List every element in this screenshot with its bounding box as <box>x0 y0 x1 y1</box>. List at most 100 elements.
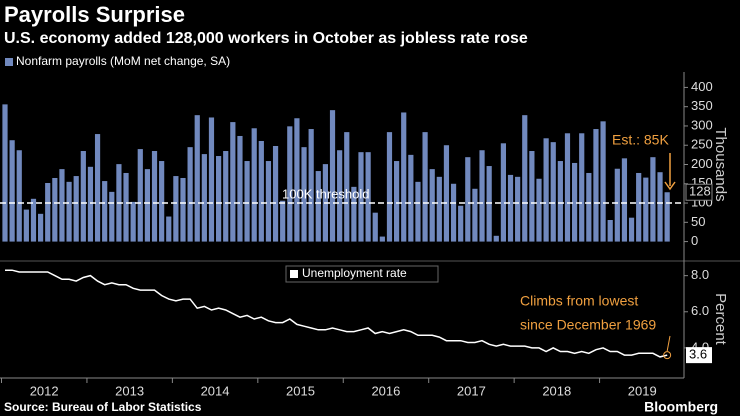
bar <box>30 198 37 242</box>
value-label: 128 <box>689 184 711 199</box>
annotation: since December 1969 <box>520 317 656 333</box>
x-tick-label: 2015 <box>286 383 315 398</box>
chart-subtitle: U.S. economy added 128,000 workers in Oc… <box>4 30 528 47</box>
bar <box>614 168 620 242</box>
bar <box>372 212 378 242</box>
y-axis-label: Thousands <box>712 127 729 201</box>
bar <box>137 149 143 242</box>
x-tick-label: 2013 <box>115 383 144 398</box>
legend-box <box>285 265 439 283</box>
bar <box>102 181 108 242</box>
bar <box>52 177 58 242</box>
threshold-label: 100K threshold <box>282 186 369 201</box>
bar <box>130 201 136 242</box>
bar <box>386 132 393 242</box>
bar <box>194 115 200 242</box>
bar <box>379 236 385 242</box>
bar <box>621 158 628 242</box>
bar <box>187 147 193 242</box>
value-label-box <box>686 347 712 364</box>
bar <box>550 142 556 242</box>
y-tick-label: 350 <box>691 98 713 113</box>
bar <box>258 140 264 242</box>
x-tick-label: 2018 <box>542 383 571 398</box>
bar <box>401 112 407 242</box>
bar <box>251 128 257 242</box>
bar <box>280 200 286 242</box>
bar <box>515 176 521 242</box>
bar <box>159 161 165 242</box>
bar <box>657 172 663 242</box>
annotation-marker <box>663 351 672 360</box>
bar <box>572 162 578 242</box>
x-tick-label: 2014 <box>201 383 230 398</box>
brand: Bloomberg <box>644 399 718 415</box>
bar <box>564 133 571 242</box>
bar <box>73 176 79 242</box>
legend-swatch <box>290 270 298 278</box>
bar <box>500 143 506 242</box>
bar <box>151 151 158 242</box>
bar <box>365 152 371 242</box>
y-tick-label: 400 <box>691 79 713 94</box>
bar <box>543 138 549 242</box>
bar <box>351 186 357 242</box>
bar <box>308 129 314 242</box>
bar <box>94 134 101 242</box>
bar <box>66 181 72 242</box>
y-tick-label: 300 <box>691 117 713 132</box>
bar <box>443 145 450 242</box>
bar <box>486 166 492 242</box>
value-label: 3.6 <box>689 347 707 362</box>
bar <box>315 171 321 242</box>
bar <box>144 169 150 242</box>
source: Source: Bureau of Labor Statistics <box>4 400 202 414</box>
chart-title: Payrolls Surprise <box>4 2 185 27</box>
bar <box>436 176 442 242</box>
bar <box>230 122 236 242</box>
bar <box>173 176 179 242</box>
annotation: Est.: 85K <box>612 132 669 148</box>
bar <box>329 110 336 242</box>
y-tick-label: 250 <box>691 137 713 152</box>
bar <box>201 154 207 242</box>
bar <box>522 115 528 242</box>
bar <box>422 132 428 242</box>
y-axis-label: Percent <box>712 293 729 346</box>
value-label-box <box>685 183 713 201</box>
line <box>5 269 668 358</box>
legend-label: Nonfarm payrolls (MoM net change, SA) <box>16 54 230 68</box>
y-tick-label: 50 <box>691 214 705 229</box>
bar <box>109 191 115 242</box>
bar <box>358 152 364 242</box>
bar <box>650 157 656 242</box>
bar <box>223 151 229 242</box>
bar <box>38 213 44 242</box>
bar <box>607 220 613 242</box>
x-tick-label: 2012 <box>30 383 59 398</box>
bar <box>493 235 499 242</box>
x-tick-label: 2019 <box>628 383 657 398</box>
bar <box>394 161 400 242</box>
bar <box>507 174 514 242</box>
bar <box>536 178 542 242</box>
bar <box>628 217 635 242</box>
bar <box>23 209 29 242</box>
bar <box>408 154 414 242</box>
y-tick-label: 8.0 <box>691 267 709 282</box>
y-tick-label: 200 <box>691 156 713 171</box>
x-tick-label: 2017 <box>457 383 486 398</box>
legend-label: Unemployment rate <box>302 266 407 280</box>
bar <box>643 177 649 242</box>
x-tick-label: 2016 <box>371 383 400 398</box>
annotation: Climbs from lowest <box>520 293 638 309</box>
bar <box>479 150 485 242</box>
bar <box>287 126 293 242</box>
bar <box>636 172 642 242</box>
bar <box>208 117 215 242</box>
bar <box>180 177 186 242</box>
bar <box>45 183 51 242</box>
bar <box>272 146 279 242</box>
y-tick-label: 6.0 <box>691 303 709 318</box>
